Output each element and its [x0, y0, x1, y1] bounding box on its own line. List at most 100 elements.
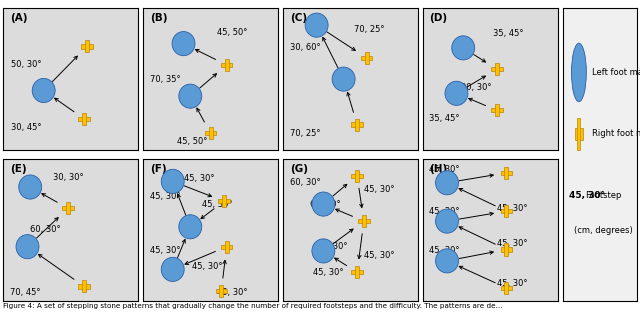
Bar: [85, 40, 89, 53]
Text: 45, 30°: 45, 30°: [429, 246, 460, 255]
Circle shape: [312, 239, 335, 263]
Text: Footstep: Footstep: [585, 191, 621, 200]
Bar: [504, 243, 508, 255]
Text: 45, 30°: 45, 30°: [317, 242, 347, 251]
Text: 30, 45°: 30, 45°: [12, 123, 42, 132]
Circle shape: [312, 192, 335, 216]
Bar: [225, 240, 228, 253]
Circle shape: [445, 81, 468, 105]
Bar: [355, 119, 359, 131]
Text: (C): (C): [290, 13, 307, 23]
Bar: [361, 56, 372, 60]
Text: 45, 30°: 45, 30°: [364, 251, 394, 260]
Bar: [62, 206, 74, 211]
Text: 45, 30°: 45, 30°: [497, 279, 527, 288]
Text: Left foot marker: Left foot marker: [592, 68, 640, 77]
Text: (H): (H): [429, 163, 448, 174]
Text: 70, 25°: 70, 25°: [355, 25, 385, 34]
Text: 70, 25°: 70, 25°: [290, 129, 320, 137]
Text: 70, 35°: 70, 35°: [150, 75, 180, 84]
Bar: [358, 219, 369, 223]
Circle shape: [436, 171, 458, 195]
Bar: [81, 44, 93, 48]
Bar: [362, 215, 366, 227]
Text: 45, 50°: 45, 50°: [217, 28, 248, 37]
Text: 45, 30°: 45, 30°: [364, 185, 394, 194]
Text: (D): (D): [429, 13, 447, 23]
Bar: [365, 52, 369, 64]
Circle shape: [32, 78, 55, 103]
Circle shape: [179, 84, 202, 108]
Circle shape: [436, 249, 458, 273]
Circle shape: [572, 43, 586, 102]
Text: 45, 30°: 45, 30°: [150, 246, 180, 255]
Text: 45, 30°: 45, 30°: [202, 200, 233, 209]
Text: 30, 60°: 30, 60°: [290, 43, 320, 52]
Text: 60, 30°: 60, 30°: [30, 225, 61, 234]
Text: 70, 45°: 70, 45°: [10, 288, 40, 297]
Bar: [500, 286, 512, 290]
Bar: [500, 247, 512, 252]
Text: 45, 30°: 45, 30°: [497, 204, 527, 213]
Circle shape: [16, 235, 39, 259]
Text: (E): (E): [10, 163, 27, 174]
Text: 45, 30°: 45, 30°: [150, 192, 180, 202]
Bar: [82, 280, 86, 293]
Text: 45, 30°: 45, 30°: [568, 191, 605, 200]
Text: 45, 30°: 45, 30°: [429, 207, 460, 216]
Text: 50, 30°: 50, 30°: [12, 60, 42, 70]
Text: 60, 30°: 60, 30°: [290, 178, 320, 187]
Bar: [221, 63, 232, 67]
Text: Right foot marker: Right foot marker: [592, 129, 640, 138]
Circle shape: [332, 67, 355, 91]
Bar: [351, 174, 363, 178]
Text: 60, 30°: 60, 30°: [310, 200, 340, 209]
Text: (A): (A): [10, 13, 28, 23]
Bar: [504, 167, 508, 179]
Circle shape: [305, 13, 328, 37]
Bar: [220, 285, 223, 297]
Text: 45, 50°: 45, 50°: [177, 137, 207, 146]
Bar: [351, 123, 363, 127]
Text: Figure 4: A set of stepping stone patterns that gradually change the number of r: Figure 4: A set of stepping stone patter…: [3, 303, 502, 309]
Text: 45, 30°: 45, 30°: [217, 288, 248, 297]
Bar: [495, 63, 499, 75]
Bar: [492, 67, 502, 71]
Bar: [205, 131, 216, 135]
Bar: [500, 171, 512, 175]
Text: 45, 30°: 45, 30°: [429, 165, 460, 175]
Circle shape: [161, 257, 184, 281]
Text: 35, 45°: 35, 45°: [493, 29, 524, 38]
Circle shape: [179, 215, 202, 239]
Circle shape: [452, 36, 475, 60]
Circle shape: [172, 32, 195, 56]
Bar: [66, 202, 70, 215]
Bar: [575, 128, 583, 139]
Bar: [577, 118, 580, 150]
Bar: [222, 195, 226, 207]
Text: (F): (F): [150, 163, 166, 174]
Text: 45, 30°: 45, 30°: [312, 268, 343, 277]
Text: (cm, degrees): (cm, degrees): [574, 226, 633, 235]
Bar: [209, 127, 212, 139]
Bar: [221, 244, 232, 249]
Circle shape: [161, 169, 184, 193]
Bar: [218, 199, 230, 203]
Bar: [355, 266, 359, 278]
Bar: [504, 282, 508, 294]
Bar: [216, 289, 227, 293]
Text: 45, 30°: 45, 30°: [184, 174, 214, 183]
Bar: [351, 270, 363, 274]
Bar: [492, 108, 502, 112]
Bar: [225, 59, 228, 71]
Text: 45, 30°: 45, 30°: [191, 262, 222, 271]
Bar: [504, 205, 508, 217]
Text: (G): (G): [290, 163, 308, 174]
Bar: [355, 170, 359, 182]
Bar: [495, 104, 499, 116]
Bar: [82, 113, 86, 125]
Bar: [79, 284, 90, 289]
Circle shape: [436, 209, 458, 233]
Bar: [500, 209, 512, 213]
Text: 90, 30°: 90, 30°: [461, 83, 491, 92]
